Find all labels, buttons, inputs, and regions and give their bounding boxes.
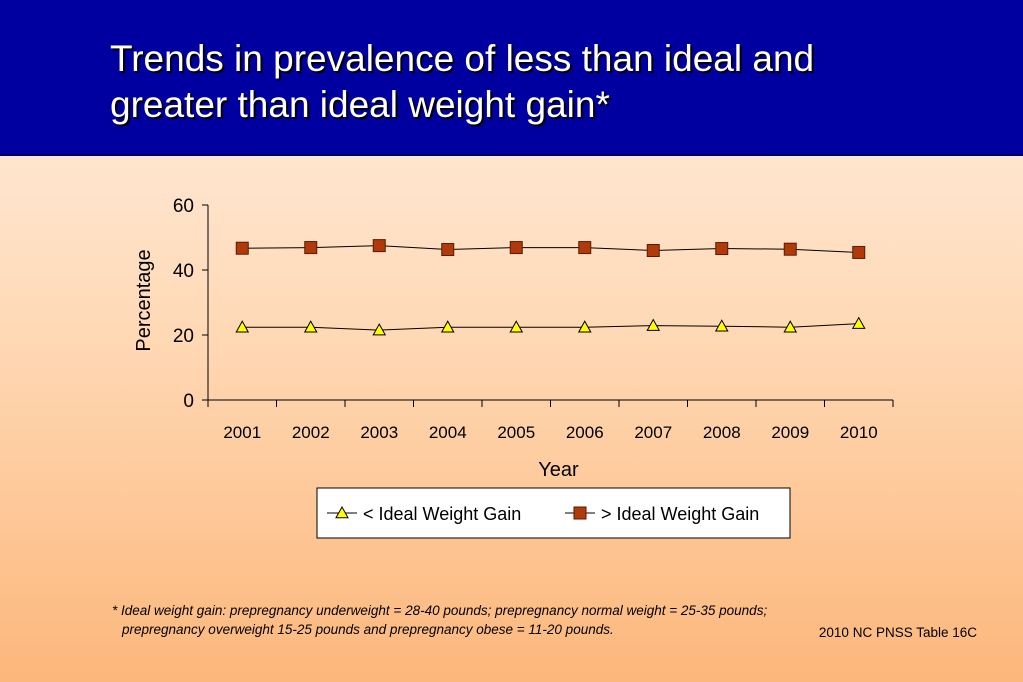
x-tick-label: 2008 [703,423,741,442]
data-point-square [441,243,455,257]
data-point-triangle [303,320,318,333]
x-tick-label: 2002 [292,423,330,442]
x-tick-label: 2010 [840,423,878,442]
footnote-line1: * Ideal weight gain: prepregnancy underw… [112,603,768,618]
source-note: 2010 NC PNSS Table 16C [818,625,977,640]
slide-title: Trends in prevalence of less than ideal … [110,36,990,128]
data-point-square [715,242,729,256]
x-tick-label: 2007 [634,423,672,442]
data-point-square [372,239,386,253]
legend-label: > Ideal Weight Gain [601,504,759,524]
data-point-square [852,245,866,259]
x-tick-label: 2003 [360,423,398,442]
legend-marker [335,505,349,519]
data-point-triangle [783,320,798,333]
x-tick-label: 2009 [771,423,809,442]
data-point-triangle [235,320,250,333]
series-line-2 [242,245,859,253]
x-tick-label: 2004 [429,423,467,442]
y-axis-title: Percentage [133,249,155,351]
y-tick-label: 0 [183,391,194,412]
data-point-triangle [509,320,524,333]
data-point-square [783,242,797,256]
data-point-triangle [372,323,387,336]
y-tick-label: 60 [173,196,194,217]
legend-label: < Ideal Weight Gain [363,504,521,524]
footnote: * Ideal weight gain: prepregnancy underw… [112,601,872,639]
title-bar: Trends in prevalence of less than ideal … [0,0,1023,156]
x-tick-label: 2005 [497,423,535,442]
x-axis-title: Year [538,459,579,481]
data-point-triangle [851,316,866,329]
x-tick-label: 2006 [566,423,604,442]
data-point-square [578,241,592,255]
legend-box [316,487,791,539]
data-point-triangle [577,320,592,333]
y-tick-label: 40 [173,261,194,282]
slide-title-line1: Trends in prevalence of less than ideal … [110,38,815,79]
data-point-triangle [646,318,661,331]
footnote-line2: prepregnancy overweight 15-25 pounds and… [122,622,614,637]
data-point-triangle [714,319,729,332]
y-tick-label: 20 [173,326,194,347]
data-point-triangle [440,320,455,333]
data-point-square [235,241,249,255]
x-tick-label: 2001 [223,423,261,442]
data-point-square [646,244,660,257]
legend-marker [573,506,587,520]
data-point-square [509,241,523,255]
slide-title-line2: greater than ideal weight gain* [110,84,610,125]
data-point-square [304,241,318,255]
series-line-1 [242,323,859,331]
